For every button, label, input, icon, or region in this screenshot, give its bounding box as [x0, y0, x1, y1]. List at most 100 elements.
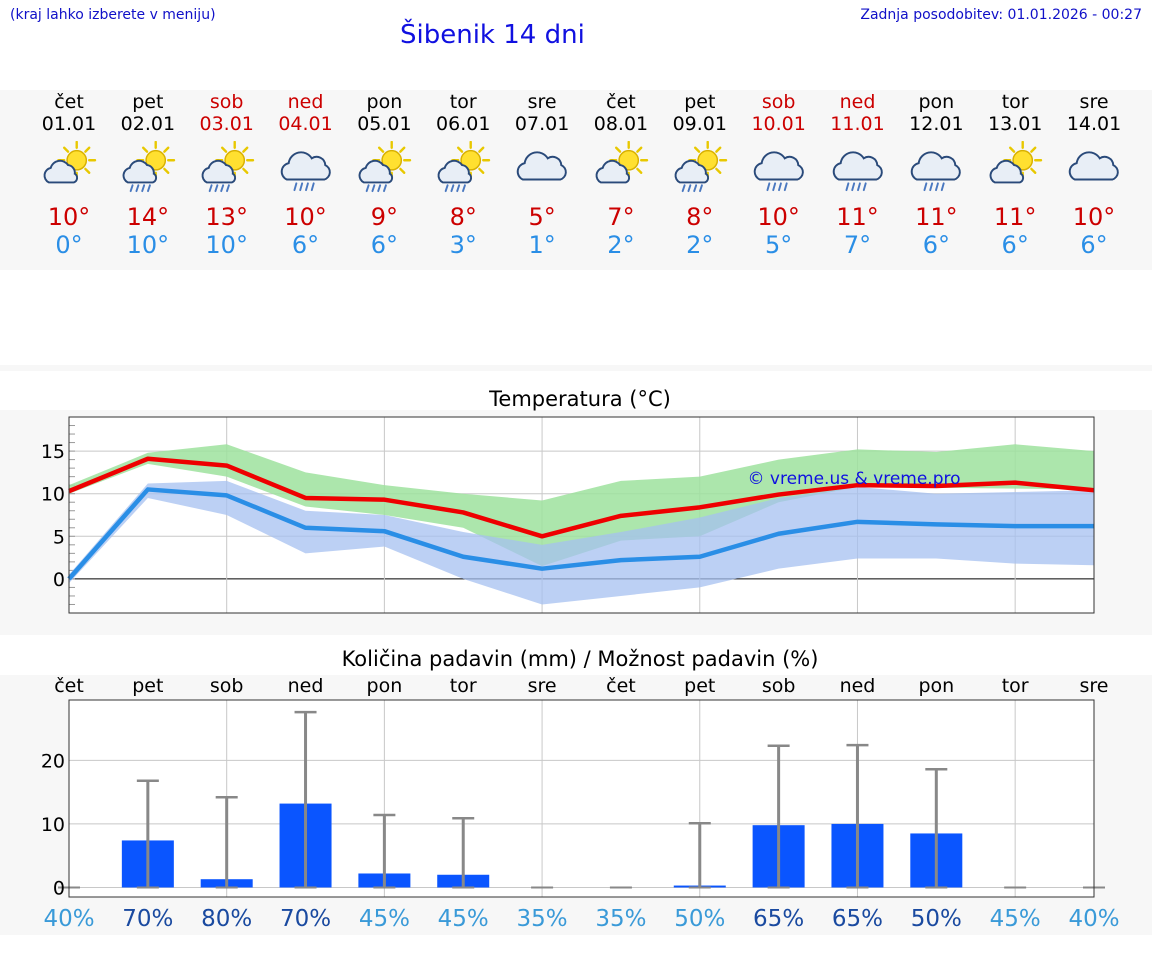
day-column: ned 11.01 11° 7°: [819, 90, 897, 259]
last-update: Zadnja posodobitev: 01.01.2026 - 00:27: [860, 7, 1142, 23]
day-date: 14.01: [1066, 113, 1122, 135]
max-temperature: 8°: [686, 203, 714, 231]
day-name: tor: [449, 91, 477, 113]
precipitation-probability: 35%: [595, 906, 646, 932]
day-name: sre: [527, 91, 557, 113]
day-date: 10.01: [751, 113, 806, 135]
day-date: 05.01: [357, 113, 412, 135]
min-temperature: 5°: [765, 231, 793, 259]
day-name: sob: [761, 91, 796, 113]
sun-cloud-rain-icon: [437, 141, 491, 193]
day-date: 01.01: [41, 113, 97, 135]
min-temperature: 0°: [55, 231, 83, 259]
cloud-icon: [1068, 151, 1119, 181]
cloud-rain-icon: [753, 151, 804, 192]
y-tick-label: 10: [41, 484, 65, 506]
day-date: 09.01: [672, 113, 727, 135]
precipitation-chart-title: Količina padavin (mm) / Možnost padavin …: [341, 647, 819, 671]
precipitation-probability: 45%: [438, 906, 489, 932]
day-date: 08.01: [593, 113, 649, 135]
day-date: 02.01: [120, 113, 176, 135]
day-name: ned: [839, 91, 876, 113]
day-name: pet: [132, 91, 164, 113]
min-temperature: 6°: [922, 231, 950, 259]
day-column: pon 12.01 11° 6°: [897, 90, 975, 259]
y-tick-label: 10: [41, 814, 65, 836]
x-tick-label: tor: [450, 675, 477, 697]
day-column: sre 07.01 5° 1°: [503, 90, 581, 259]
y-tick-label: 5: [53, 526, 65, 548]
x-tick-label: sob: [210, 675, 244, 697]
day-column: pet 02.01 14° 10°: [109, 90, 187, 259]
separator: [0, 365, 1152, 371]
day-column: sob 10.01 10° 5°: [740, 90, 818, 259]
precipitation-range-whisker: [136, 779, 159, 889]
min-temperature: 3°: [449, 231, 477, 259]
min-temperature: 2°: [686, 231, 714, 259]
cloud-icon: [516, 151, 567, 181]
sun-cloud-rain-icon: [201, 141, 254, 193]
max-temperature-range: [69, 444, 1094, 567]
precipitation-range-whisker: [215, 795, 238, 889]
day-date: 12.01: [909, 113, 964, 135]
min-temperature: 6°: [1080, 231, 1108, 259]
watermark: © vreme.us & vreme.pro: [747, 469, 960, 489]
max-temperature: 11°: [993, 203, 1037, 231]
y-tick-label: 0: [53, 877, 65, 899]
min-temperature: 2°: [607, 231, 635, 259]
temperature-chart: 0 5 10 15 © vreme.us & vreme.pro: [41, 416, 1095, 614]
x-tick-label: čet: [606, 675, 636, 697]
day-date: 03.01: [199, 113, 254, 135]
precipitation-probability: 40%: [43, 906, 94, 932]
location-hint: (kraj lahko izberete v meniju): [10, 7, 216, 23]
max-temperature: 10°: [1072, 203, 1116, 231]
cloud-rain-icon: [832, 151, 883, 192]
y-tick-label: 15: [41, 441, 65, 463]
min-temperature: 7°: [843, 231, 872, 259]
precipitation-probability: 65%: [753, 906, 804, 932]
day-column: čet 08.01 7° 2°: [582, 90, 660, 259]
day-date: 06.01: [436, 113, 491, 135]
precipitation-range-whisker: [767, 744, 790, 889]
day-date: 13.01: [987, 113, 1043, 135]
day-name: čet: [54, 91, 84, 113]
y-tick-label: 0: [53, 569, 65, 591]
max-temperature: 10°: [757, 203, 800, 231]
precipitation-chart: čet pet sob ned pon tor sre čet pet sob ned pon tor s…: [41, 675, 1120, 932]
x-tick-label: sre: [528, 675, 557, 697]
max-temperature: 10°: [47, 203, 91, 231]
max-temperature: 9°: [370, 203, 399, 231]
x-tick-label: ned: [840, 675, 876, 697]
page-title: Šibenik 14 dni: [400, 20, 585, 50]
x-tick-label: pon: [367, 675, 403, 697]
day-date: 07.01: [514, 113, 570, 135]
x-tick-label: pet: [132, 675, 163, 697]
min-temperature: 10°: [126, 231, 170, 259]
min-temperature: 10°: [205, 231, 248, 259]
min-temperature: 6°: [1001, 231, 1029, 259]
day-date: 04.01: [278, 113, 333, 135]
sun-cloud-rain-icon: [358, 141, 412, 193]
precipitation-probability: 70%: [280, 906, 331, 932]
x-tick-label: čet: [54, 675, 84, 697]
day-name: sre: [1079, 91, 1109, 113]
max-temperature: 14°: [126, 203, 170, 231]
max-temperature: 8°: [449, 203, 477, 231]
day-name: tor: [1001, 91, 1029, 113]
precipitation-probability: 65%: [832, 906, 883, 932]
sun-cloud-icon: [595, 141, 649, 184]
precipitation-range-whisker: [373, 813, 396, 889]
min-temperature-range: [69, 480, 1094, 605]
max-temperature: 11°: [836, 203, 879, 231]
day-name: pet: [684, 91, 716, 113]
max-temperature: 10°: [284, 203, 327, 231]
precipitation-probability: 70%: [122, 906, 173, 932]
temperature-chart-title: Temperatura (°C): [489, 387, 671, 411]
precipitation-probability: 35%: [517, 906, 568, 932]
sun-cloud-icon: [989, 141, 1043, 184]
day-name: pon: [918, 91, 955, 113]
sun-cloud-rain-icon: [674, 141, 728, 193]
cloud-rain-icon: [280, 151, 331, 192]
min-temperature: 1°: [528, 231, 556, 259]
day-column: tor 13.01 11° 6°: [976, 90, 1054, 259]
